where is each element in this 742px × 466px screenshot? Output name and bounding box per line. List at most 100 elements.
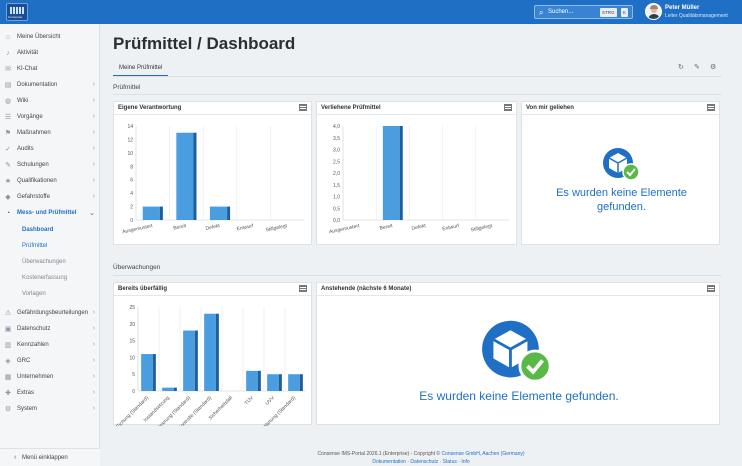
sidebar-item-qualifikationen[interactable]: ★ Qualifikationen › [0, 174, 100, 190]
sidebar-item-vorgänge[interactable]: ☰ Vorgänge › [0, 110, 100, 126]
chevron-down-icon: ⌄ [89, 210, 95, 217]
chevron-right-icon: › [92, 129, 95, 136]
chevron-right-icon: › [92, 389, 95, 396]
sidebar-item-aktivität[interactable]: ♪ Aktivität [0, 46, 100, 62]
sidebar-item-maßnahmen[interactable]: ⚑ Maßnahmen › [0, 126, 100, 142]
edit-icon[interactable]: ✎ [694, 64, 700, 71]
footer-links: Dokumentation · Datenschutz · Status · I… [372, 459, 470, 465]
sidebar-item-system[interactable]: ⚙ System › [0, 402, 100, 418]
sidebar-item-audits[interactable]: ✓ Audits › [0, 142, 100, 158]
sidebar-item-label: Mess- und Prüfmittel [17, 210, 77, 216]
chevron-right-icon: › [92, 341, 95, 348]
bar-5 [246, 370, 258, 391]
footer-link-status[interactable]: Status [442, 459, 457, 465]
collapse-menu-label: Menü einklappen [22, 455, 68, 461]
sidebar-item-label: Datenschutz [17, 326, 51, 332]
bar-shade-3 [215, 313, 219, 391]
x-tick-label: Defekt [411, 223, 427, 232]
table-view-icon[interactable] [707, 285, 715, 292]
gear-icon: ⚙ [4, 406, 12, 413]
footer-copyright-text: Consense IMS-Portal 2026.1 (Enterprise) … [317, 451, 441, 457]
sidebar-item-schulungen[interactable]: ✎ Schulungen › [0, 158, 100, 174]
training-icon: ✎ [5, 162, 11, 169]
tab-meine-pruefmittel[interactable]: Meine Prüfmittel [113, 63, 169, 77]
y-tick-label: 12 [127, 137, 133, 143]
sidebar-item-wiki[interactable]: ◍ Wiki › [0, 94, 100, 110]
globe-icon: ◍ [4, 98, 12, 105]
y-tick-label: 20 [129, 322, 135, 328]
card-bereits-ueberfaellig: Bereits überfällig 0 5 10 15 20 25 Eichung (St… [113, 282, 312, 426]
empty-box-icon [482, 320, 552, 383]
sidebar-item-unternehmen[interactable]: ▦ Unternehmen › [0, 370, 100, 386]
footer-link-info[interactable]: Info [461, 459, 470, 465]
chevron-right-icon: › [92, 309, 95, 316]
app-logo[interactable]: Consense [6, 3, 28, 21]
table-view-icon[interactable] [299, 285, 307, 292]
y-tick-label: 1,0 [333, 195, 340, 201]
sidebar-item-label: GRC [17, 358, 31, 364]
chevron-right-icon: › [92, 325, 95, 332]
table-view-icon[interactable] [299, 104, 307, 111]
sidebar-item-grc[interactable]: ◈ GRC › [0, 354, 100, 370]
bar-shade-1 [173, 387, 177, 391]
sidebar-item-mess-und-prüfmittel[interactable]: ◔ Mess- und Prüfmittel ⌄ [0, 206, 100, 222]
sidebar-item-datenschutz[interactable]: ▣ Datenschutz › [0, 322, 100, 338]
sidebar-item-label: Aktivität [17, 50, 39, 56]
logo-graphic [10, 7, 24, 14]
shortcut-key-ctrl: STRG [600, 8, 617, 17]
card-verliehene-pruefmittel: Verliehene Prüfmittel 0,0 0,5 1,0 1,5 2,0 2,5… [316, 101, 517, 245]
sidebar-subitem-2[interactable]: Überwachungen [22, 259, 66, 265]
gauge-icon: ◔ [5, 210, 11, 217]
chevron-right-icon: › [92, 161, 95, 168]
avatar[interactable] [645, 3, 662, 20]
footer-link-datenschutz[interactable]: Datenschutz [410, 459, 439, 465]
sidebar-item-gefährdungsbeurteilungen[interactable]: ⚠ Gefährdungsbeurteilungen › [0, 306, 100, 322]
chevron-right-icon: › [92, 97, 95, 104]
chevron-right-icon: › [92, 81, 95, 88]
sidebar-item-label: Wiki [17, 98, 29, 104]
sidebar-item-label: Dokumentation [17, 82, 58, 88]
bar-2 [209, 206, 228, 220]
settings-icon[interactable]: ⚙ [710, 64, 717, 71]
sidebar-item-extras[interactable]: ✚ Extras › [0, 386, 100, 402]
x-tick-label: Defekt [205, 223, 221, 232]
x-tick-label: Bereit [379, 223, 394, 232]
bar-1 [176, 132, 194, 220]
y-tick-label: 15 [129, 339, 135, 345]
sidebar-item-kennzahlen[interactable]: ▥ Kennzahlen › [0, 338, 100, 354]
sidebar-item-label: Unternehmen [17, 374, 54, 380]
y-tick-label: 5 [132, 372, 135, 378]
footer-company-link[interactable]: Consense GmbH, Aachen (Germany) [441, 451, 525, 457]
sidebar-subitem-4[interactable]: Vorlagen [22, 291, 46, 297]
sidebar-subitem-3[interactable]: Kostenerfassung [22, 275, 68, 281]
sidebar-item-ki-chat[interactable]: ✉ KI-Chat [0, 62, 100, 78]
x-tick-label: TÜV [243, 394, 255, 406]
extras-icon: ✚ [5, 390, 11, 397]
chevron-right-icon: › [92, 405, 95, 412]
footer-link-dokumentation[interactable]: Dokumentation [372, 459, 406, 465]
measures-icon: ⚑ [4, 130, 12, 137]
bar-1 [382, 126, 400, 220]
x-tick-label: Ausgemustert [329, 223, 361, 235]
collapse-menu-button[interactable]: ‹ Menü einklappen [0, 448, 100, 466]
search-icon: ⌕ [539, 8, 544, 17]
sidebar-item-gefahrstoffe[interactable]: ◆ Gefahrstoffe › [0, 190, 100, 206]
table-view-icon[interactable] [707, 104, 715, 111]
sidebar-item-meine-übersicht[interactable]: ⌂ Meine Übersicht [0, 30, 100, 46]
refresh-icon[interactable]: ↻ [678, 64, 684, 71]
card-title: Anstehende (nächste 6 Monate) [321, 286, 412, 292]
sidebar-item-dokumentation[interactable]: ▤ Dokumentation › [0, 78, 100, 94]
audit-icon: ✓ [5, 146, 11, 153]
card-anstehende: Anstehende (nächste 6 Monate) Es wurden … [316, 282, 720, 425]
user-name[interactable]: Peter Müller [665, 5, 700, 11]
bar-shade-6 [278, 374, 282, 391]
search-input[interactable]: ⌕ Suchen... STRG K [534, 5, 633, 19]
sidebar-subitem-1[interactable]: Prüfmittel [22, 243, 48, 249]
y-tick-label: 1,5 [333, 183, 340, 189]
empty-message: Es wurden keine Elemente gefunden. [556, 187, 687, 213]
sidebar-subitem-0[interactable]: Dashboard [22, 227, 54, 233]
chevron-right-icon: › [92, 113, 95, 120]
qualification-icon: ★ [4, 178, 12, 185]
sidebar-item-label: Gefahrstoffe [17, 194, 50, 200]
table-view-icon[interactable] [504, 104, 512, 111]
